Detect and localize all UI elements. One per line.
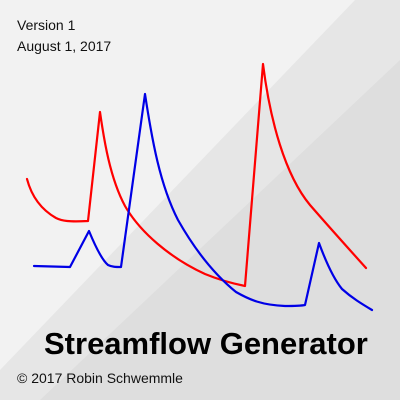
cover-title: Streamflow Generator (44, 326, 368, 361)
red-hydrograph-line (25, 62, 368, 288)
copyright-notice: © 2017 Robin Schwemmle (17, 370, 183, 386)
release-date: August 1, 2017 (17, 38, 112, 54)
version-label: Version 1 (17, 17, 76, 33)
blue-hydrograph-line (32, 92, 374, 312)
background-shade-dark (40, 60, 400, 400)
